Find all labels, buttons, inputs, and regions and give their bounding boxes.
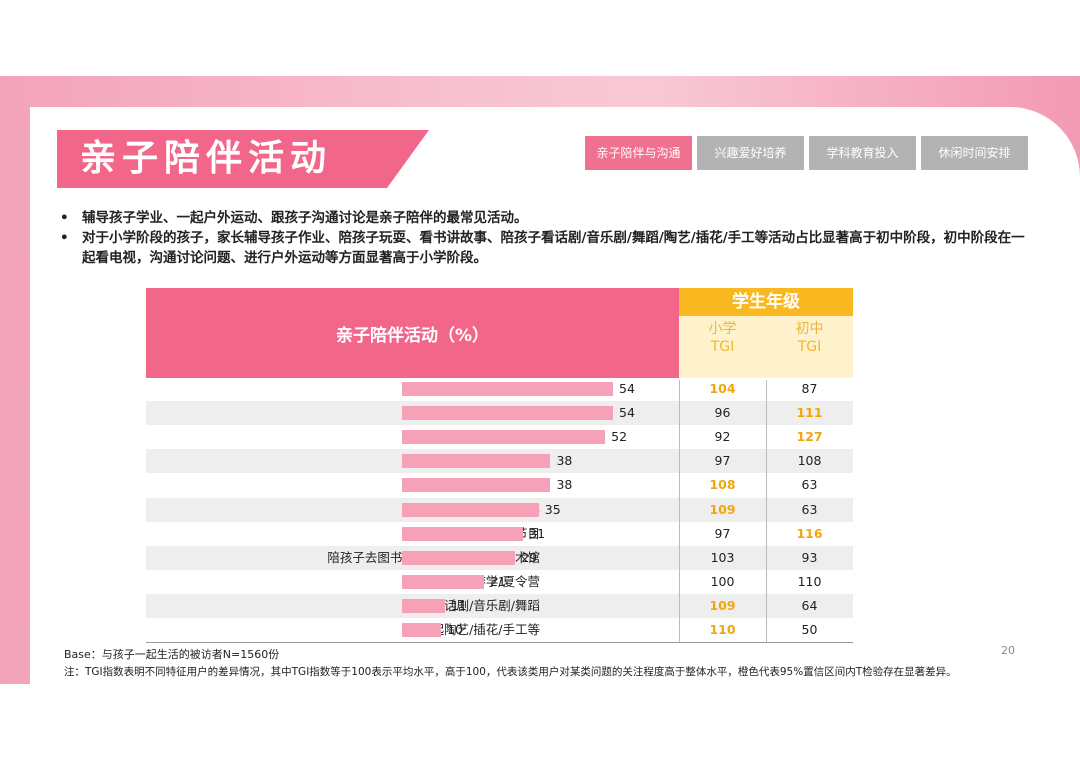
tab-parent-companion[interactable]: 亲子陪伴与沟通 xyxy=(585,136,692,170)
bar-value-label: 35 xyxy=(544,501,561,517)
primary-tgi-value: 109 xyxy=(709,597,736,613)
middle-tgi-value: 93 xyxy=(801,549,818,565)
middle-tgi-value: 108 xyxy=(797,453,822,469)
middle-tgi-value: 127 xyxy=(796,429,823,445)
primary-tgi-value: 104 xyxy=(709,381,736,396)
title-banner xyxy=(57,130,429,188)
bar-value-label: 10 xyxy=(447,622,463,637)
middle-tgi-value: 87 xyxy=(801,381,818,396)
bar-value-label: 52 xyxy=(611,429,628,445)
middle-tgi-value: 111 xyxy=(796,405,823,421)
bar xyxy=(402,502,539,517)
primary-tgi-value: 100 xyxy=(710,573,735,589)
bar-value-label: 31 xyxy=(529,525,546,541)
bar xyxy=(402,454,551,469)
bullet-item: • 辅导孩子学业、一起户外运动、跟孩子沟通讨论是亲子陪伴的最常见活动。 xyxy=(58,208,1038,228)
bar-value-label: 11 xyxy=(450,597,467,613)
tab-hobby[interactable]: 兴趣爱好培养 xyxy=(697,136,804,170)
table-row: 一起看电视节目3197116 xyxy=(146,522,853,546)
table-row: 陪伴辅导孩子学业5410487 xyxy=(146,377,853,401)
bar xyxy=(402,598,445,613)
primary-tgi-value: 92 xyxy=(714,429,731,445)
tab-leisure[interactable]: 休闲时间安排 xyxy=(921,136,1028,170)
section-tabs: 亲子陪伴与沟通 兴趣爱好培养 学科教育投入 休闲时间安排 xyxy=(585,136,1028,170)
footnote: 注：TGI指数表明不同特征用户的差异情况，其中TGI指数等于100表示平均水平，… xyxy=(64,666,957,678)
bar xyxy=(402,430,606,445)
table-row: 一起户外运动5496111 xyxy=(146,401,853,426)
middle-tgi-header: 初中 TGI xyxy=(766,316,853,378)
middle-tgi-value: 110 xyxy=(797,573,822,589)
table-row: 带TA看话剧/音乐剧/舞蹈 11 109 64 xyxy=(146,593,853,618)
primary-tgi-value: 97 xyxy=(714,453,731,469)
middle-tgi-value: 63 xyxy=(801,477,818,493)
row-label: 一起陶艺/插花/手工等 xyxy=(419,622,540,637)
column-divider xyxy=(679,380,680,642)
bar xyxy=(402,526,524,541)
table-row: 陪孩子玩耍/做游戏3810863 xyxy=(146,473,853,497)
bar-value-label: 38 xyxy=(556,477,573,493)
primary-tgi-value: 96 xyxy=(714,405,731,421)
column-divider xyxy=(766,380,767,642)
primary-tgi-value: 103 xyxy=(710,549,735,565)
page-number: 20 xyxy=(1001,644,1015,657)
primary-tgi-value: 108 xyxy=(709,477,736,493)
middle-tgi-value: 64 xyxy=(801,597,818,613)
bar xyxy=(402,574,485,589)
primary-tgi-value: 110 xyxy=(709,622,736,637)
page-title: 亲子陪伴活动 xyxy=(80,138,333,179)
table-row: 与孩子同做家务3897108 xyxy=(146,449,853,474)
table-title: 亲子陪伴活动（%） xyxy=(146,288,679,378)
primary-tgi-header: 小学 TGI xyxy=(679,316,766,378)
bullet-marker: • xyxy=(60,210,69,226)
middle-tgi-value: 63 xyxy=(801,501,818,517)
table-row: 去亲子旅游/游学/夏令营21100110 xyxy=(146,570,853,594)
bar-value-label: 38 xyxy=(556,453,573,469)
table-row: 一起看书讲故事3510963 xyxy=(146,497,853,522)
bar-value-label: 29 xyxy=(521,549,538,565)
base-note: Base：与孩子一起生活的被访者N=1560份 xyxy=(64,648,280,661)
bar-value-label: 54 xyxy=(619,405,635,421)
middle-tgi-value: 50 xyxy=(801,622,818,637)
middle-tgi-value: 116 xyxy=(796,525,823,541)
primary-tgi-value: 109 xyxy=(709,501,736,517)
bar-value-label: 54 xyxy=(619,381,635,396)
tab-education[interactable]: 学科教育投入 xyxy=(809,136,916,170)
bar xyxy=(402,478,551,493)
grade-header: 学生年级 xyxy=(679,288,853,316)
primary-tgi-value: 97 xyxy=(714,525,731,541)
table-row: 一起陶艺/插花/手工等 10 110 50 xyxy=(146,618,853,642)
table-row: 陪孩子去图书馆/博物馆/文化馆/艺术馆2910393 xyxy=(146,545,853,570)
summary-bullets: • 辅导孩子学业、一起户外运动、跟孩子沟通讨论是亲子陪伴的最常见活动。 • 对于… xyxy=(58,208,1038,268)
bullet-marker: • xyxy=(60,230,69,246)
bullet-text: 对于小学阶段的孩子，家长辅导孩子作业、陪孩子玩耍、看书讲故事、陪孩子看话剧/音乐… xyxy=(82,230,1025,266)
table-row: 跟孩子沟通讨论5292127 xyxy=(146,425,853,449)
table-bottom-rule xyxy=(146,642,853,643)
bar xyxy=(402,623,442,637)
bar xyxy=(402,406,613,421)
bar xyxy=(402,550,516,565)
bar xyxy=(402,382,613,396)
bar-value-label: 21 xyxy=(490,573,506,589)
bullet-text: 辅导孩子学业、一起户外运动、跟孩子沟通讨论是亲子陪伴的最常见活动。 xyxy=(82,210,528,226)
bullet-item: • 对于小学阶段的孩子，家长辅导孩子作业、陪孩子玩耍、看书讲故事、陪孩子看话剧/… xyxy=(58,228,1038,268)
